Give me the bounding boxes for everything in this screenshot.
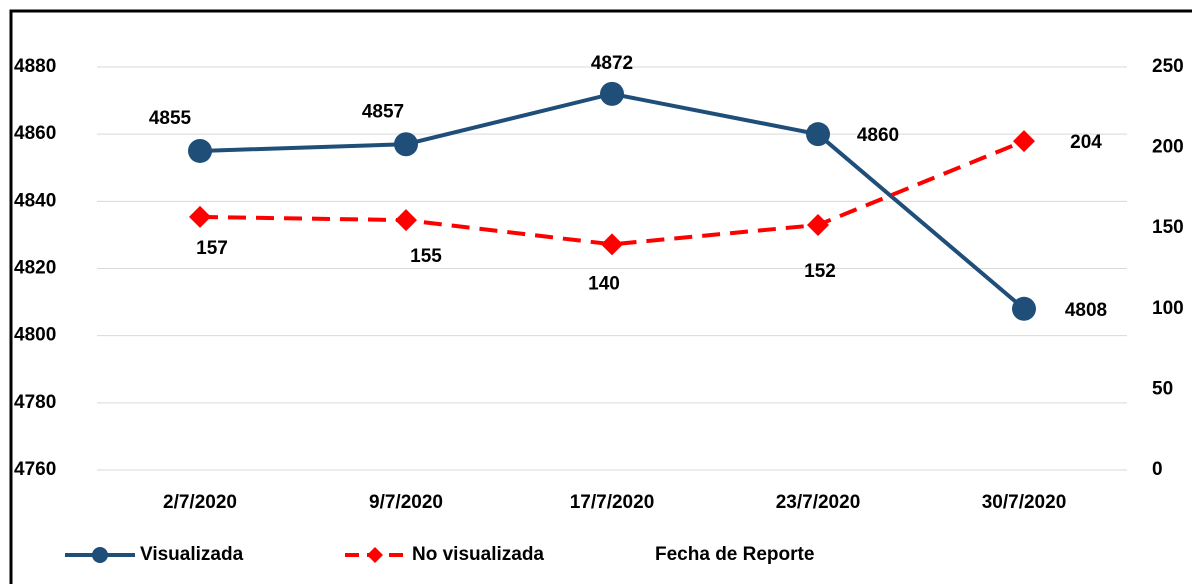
y2-tick-label: 250: [1152, 56, 1184, 77]
point: [189, 205, 211, 228]
legend-marker: [92, 547, 108, 563]
data-label: 4860: [857, 125, 899, 146]
series-line: [199, 139, 1025, 247]
point: [1012, 296, 1036, 321]
x-tick-label: 30/7/2020: [982, 492, 1067, 513]
legend-label: No visualizada: [412, 544, 544, 565]
x-tick-label: 17/7/2020: [570, 492, 655, 513]
y-tick-label: 4880: [14, 56, 56, 77]
y2-tick-label: 100: [1152, 298, 1184, 319]
data-label: 4855: [149, 108, 192, 129]
point: [600, 81, 624, 106]
data-label: 157: [196, 238, 228, 259]
y-tick-label: 4820: [14, 258, 56, 279]
y-tick-label: 4780: [14, 392, 56, 413]
y-tick-label: 4840: [14, 190, 56, 211]
y-tick-label: 4860: [14, 123, 56, 144]
frame: [9, 9, 1192, 584]
legend-label: Visualizada: [140, 544, 244, 565]
y-tick-label: 4760: [14, 459, 56, 480]
y2-tick-label: 0: [1152, 459, 1163, 480]
data-label: 155: [410, 246, 442, 267]
y2-tick-label: 50: [1152, 378, 1173, 399]
point: [395, 209, 417, 232]
data-label: 152: [804, 261, 836, 282]
data-label: 4808: [1065, 300, 1107, 321]
point: [601, 233, 623, 256]
y-tick-label: 4800: [14, 325, 56, 346]
y2-tick-label: 200: [1152, 137, 1184, 158]
x-axis-label: Fecha de Reporte: [655, 544, 814, 565]
legend-marker: [367, 547, 383, 563]
x-tick-label: 23/7/2020: [776, 492, 861, 513]
point: [807, 213, 829, 236]
point: [188, 138, 212, 163]
x-tick-label: 9/7/2020: [369, 492, 443, 513]
point: [394, 132, 418, 157]
data-label: 4857: [362, 101, 404, 122]
point: [806, 122, 830, 147]
y2-tick-label: 150: [1152, 217, 1184, 238]
point: [1013, 130, 1035, 153]
data-label: 4872: [591, 53, 633, 74]
data-label: 140: [588, 273, 620, 294]
data-label: 204: [1070, 132, 1102, 153]
x-tick-label: 2/7/2020: [163, 492, 237, 513]
